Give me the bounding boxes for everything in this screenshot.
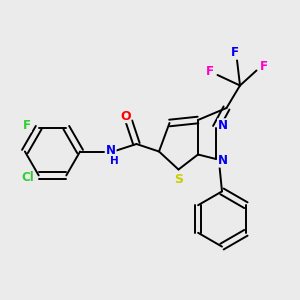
Text: N: N xyxy=(218,119,228,132)
Text: O: O xyxy=(120,110,131,123)
Text: H: H xyxy=(110,155,119,166)
Text: Cl: Cl xyxy=(21,171,34,184)
Text: N: N xyxy=(218,154,228,167)
Text: N: N xyxy=(106,144,116,157)
Text: F: F xyxy=(231,46,239,59)
Text: F: F xyxy=(206,65,214,78)
Text: S: S xyxy=(175,172,184,186)
Text: F: F xyxy=(23,119,31,132)
Text: F: F xyxy=(260,60,268,74)
